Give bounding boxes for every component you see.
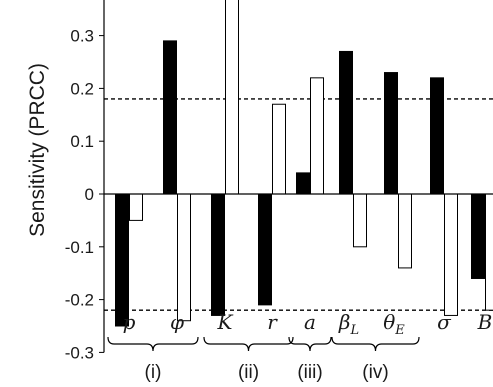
bar-filled-1 [163, 40, 177, 195]
param-symbol-2: K [217, 310, 234, 334]
param-subscript-5: L [349, 323, 359, 338]
bar-open-4 [310, 77, 324, 195]
bar-filled-8 [471, 193, 485, 279]
group-brace-3 [331, 336, 420, 352]
y-tick-label-7: -0.2 [65, 291, 94, 310]
y-axis-label: Sensitivity (PRCC) [26, 63, 49, 237]
param-symbol-0: p [123, 310, 136, 334]
param-label-0: p [123, 310, 136, 334]
bar-filled-2 [211, 193, 225, 316]
bar-filled-3 [258, 193, 272, 306]
y-tick-labels: 0.50.40.30.20.10-0.1-0.2-0.3 [65, 27, 94, 363]
y-tick-label-2: 0.3 [70, 27, 94, 46]
param-symbol-3: r [267, 310, 278, 334]
bar-filled-5 [339, 50, 353, 195]
parameter-groups: (i) (ii) (iii) (iv) [107, 336, 420, 383]
group-label-0: (i) [145, 362, 162, 383]
bar-open-6 [398, 193, 412, 269]
param-symbol-6: θ [383, 310, 395, 334]
bar-open-5 [353, 193, 367, 248]
param-label-3: r [267, 310, 278, 334]
group-label-1: (ii) [238, 362, 259, 383]
group-brace-2 [288, 336, 332, 352]
bar-open-3 [272, 103, 286, 195]
group-label-3: (iv) [362, 362, 388, 383]
group-label-2: (iii) [297, 362, 322, 383]
axes [99, 0, 493, 353]
bar-filled-7 [430, 77, 444, 195]
group-brace-0 [107, 336, 199, 352]
param-label-6: θE [383, 310, 405, 338]
bar-filled-4 [296, 172, 310, 195]
y-tick-label-8: -0.3 [65, 343, 94, 362]
param-label-8: B [477, 310, 493, 334]
param-symbol-1: φ [170, 310, 184, 334]
bar-filled-6 [384, 72, 398, 195]
bars [115, 0, 493, 327]
y-tick-label-3: 0.2 [70, 79, 94, 98]
y-tick-label-6: -0.1 [65, 238, 94, 257]
bar-open-8 [485, 193, 493, 311]
bar-open-2 [225, 0, 239, 195]
param-label-7: σ [437, 310, 452, 334]
param-symbol-8: B [477, 310, 493, 334]
param-label-2: K [217, 310, 234, 334]
param-subscript-6: E [394, 323, 405, 338]
bar-filled-0 [115, 193, 129, 327]
bar-open-7 [444, 193, 458, 316]
param-symbol-5: β [338, 310, 351, 334]
param-symbol-4: a [304, 310, 316, 334]
y-tick-label-4: 0.1 [70, 132, 94, 151]
param-symbol-7: σ [437, 310, 452, 334]
param-label-4: a [304, 310, 316, 334]
bar-open-0 [129, 193, 143, 221]
param-label-1: φ [170, 310, 184, 334]
param-label-5: βL [338, 310, 359, 338]
bar-open-1 [177, 193, 191, 322]
group-brace-1 [203, 336, 294, 352]
y-tick-label-5: 0 [85, 185, 94, 204]
